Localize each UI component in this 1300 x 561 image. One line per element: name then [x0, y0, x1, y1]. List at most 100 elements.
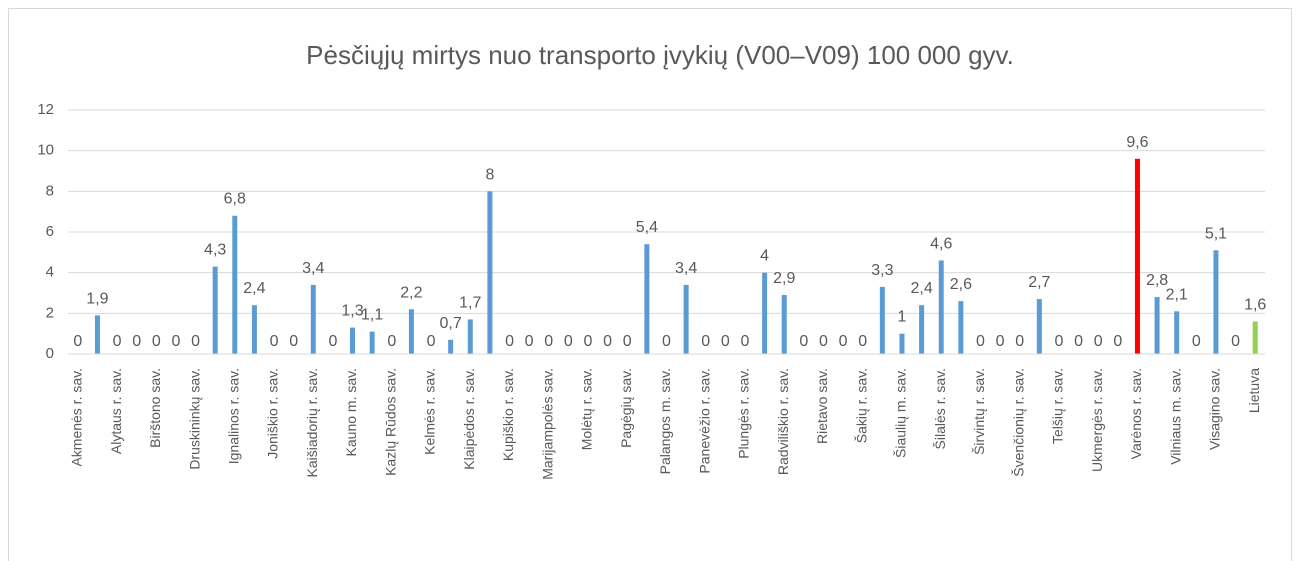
bar [369, 331, 375, 354]
data-label: 0 [1094, 333, 1103, 350]
x-tick-label: Šakių r. sav. [853, 368, 869, 443]
y-tick-label: 12 [37, 101, 54, 118]
x-tick-label: Kauno m. sav. [343, 368, 359, 456]
bar [938, 260, 944, 354]
bar [879, 286, 885, 354]
bar [408, 309, 414, 354]
data-label: 1 [898, 309, 907, 326]
x-tick-label: Palangos m. sav. [657, 368, 673, 474]
y-tick-label: 0 [46, 345, 54, 362]
data-label: 0 [1055, 333, 1064, 350]
data-label: 4,6 [930, 235, 952, 252]
x-tick-label: Kupiškio r. sav. [500, 368, 516, 461]
bar [1174, 311, 1180, 354]
x-tick-label: Telšių r. sav. [1050, 368, 1066, 444]
data-label: 0 [1015, 333, 1024, 350]
bar [350, 327, 356, 354]
bar [1154, 297, 1160, 354]
data-label: 0 [525, 333, 534, 350]
bar [1134, 158, 1140, 354]
data-label: 2,6 [950, 276, 972, 293]
data-label: 2,7 [1028, 274, 1050, 291]
bar [251, 305, 257, 354]
data-label: 3,3 [871, 262, 893, 279]
data-label: 0 [662, 333, 671, 350]
x-tick-label: Radviliškio r. sav. [775, 368, 791, 475]
x-tick-label: Plungės r. sav. [736, 368, 752, 459]
data-label: 3,4 [675, 260, 697, 277]
bar [212, 266, 218, 354]
data-label: 0 [132, 333, 141, 350]
x-tick-label: Kazlų Rūdos sav. [382, 368, 398, 476]
data-label: 0 [1113, 333, 1122, 350]
data-label: 0 [1231, 333, 1240, 350]
data-label: 9,6 [1126, 134, 1148, 151]
data-label: 0 [1192, 333, 1201, 350]
x-tick-label: Marijampolės sav. [539, 368, 555, 480]
data-label: 0 [289, 333, 298, 350]
x-tick-label: Alytaus r. sav. [108, 368, 124, 454]
bar [781, 295, 787, 354]
y-tick-label: 10 [37, 142, 54, 159]
data-label: 0 [427, 333, 436, 350]
data-label: 1,6 [1244, 296, 1266, 313]
x-tick-label: Visagino sav. [1207, 368, 1223, 450]
x-tick-label: Ukmergės r. sav. [1089, 368, 1105, 472]
x-tick-label: Lietuva [1246, 368, 1262, 413]
data-label: 2,2 [400, 284, 422, 301]
data-label: 2,1 [1166, 286, 1188, 303]
y-tick-label: 2 [46, 304, 54, 321]
data-label: 0 [544, 333, 553, 350]
x-tick-label: Kaišiadorių r. sav. [304, 368, 320, 477]
x-tick-label: Ignalinos r. sav. [225, 368, 241, 464]
data-label: 6,8 [224, 191, 246, 208]
bar [310, 284, 316, 354]
bar [232, 215, 238, 354]
data-label: 8 [485, 166, 494, 183]
data-label: 0 [996, 333, 1005, 350]
bar [683, 284, 689, 354]
data-label: 1,3 [341, 303, 363, 320]
x-tick-label: Druskininkų sav. [186, 368, 202, 470]
x-tick-label: Joniškio r. sav. [265, 368, 281, 459]
data-label: 4,3 [204, 242, 226, 259]
data-label: 0 [839, 333, 848, 350]
x-tick-label: Pagėgių sav. [618, 368, 634, 448]
data-label: 0 [623, 333, 632, 350]
data-label: 0 [113, 333, 122, 350]
y-tick-label: 6 [46, 223, 54, 240]
bar [919, 305, 925, 354]
bar [448, 339, 454, 354]
data-label: 5,1 [1205, 225, 1227, 242]
x-tick-label: Molėtų r. sav. [579, 368, 595, 450]
bar [1213, 250, 1219, 354]
x-tick-label: Kelmės r. sav. [422, 368, 438, 455]
data-label: 0 [505, 333, 514, 350]
data-label: 1,1 [361, 307, 383, 324]
data-label: 0 [584, 333, 593, 350]
data-label: 0 [1074, 333, 1083, 350]
data-label: 2,4 [910, 280, 932, 297]
data-label: 0 [858, 333, 867, 350]
x-tick-label: Šiaulių m. sav. [893, 368, 909, 458]
x-tick-label: Širvintų r. sav. [971, 368, 987, 455]
bar [467, 319, 473, 354]
data-label: 0 [603, 333, 612, 350]
data-label: 1,9 [86, 290, 108, 307]
x-tick-label: Panevėžio r. sav. [696, 368, 712, 474]
bar [958, 301, 964, 354]
data-label: 0 [270, 333, 279, 350]
bar [644, 244, 650, 354]
bar [762, 272, 768, 354]
bar [1252, 321, 1258, 354]
data-label: 5,4 [636, 219, 658, 236]
data-label: 0 [721, 333, 730, 350]
data-label: 0 [152, 333, 161, 350]
data-label: 2,4 [243, 280, 265, 297]
data-label: 2,9 [773, 270, 795, 287]
x-tick-label: Šilalės r. sav. [932, 368, 948, 449]
data-label: 0 [171, 333, 180, 350]
x-tick-label: Birštono sav. [147, 368, 163, 448]
data-label: 0 [701, 333, 710, 350]
